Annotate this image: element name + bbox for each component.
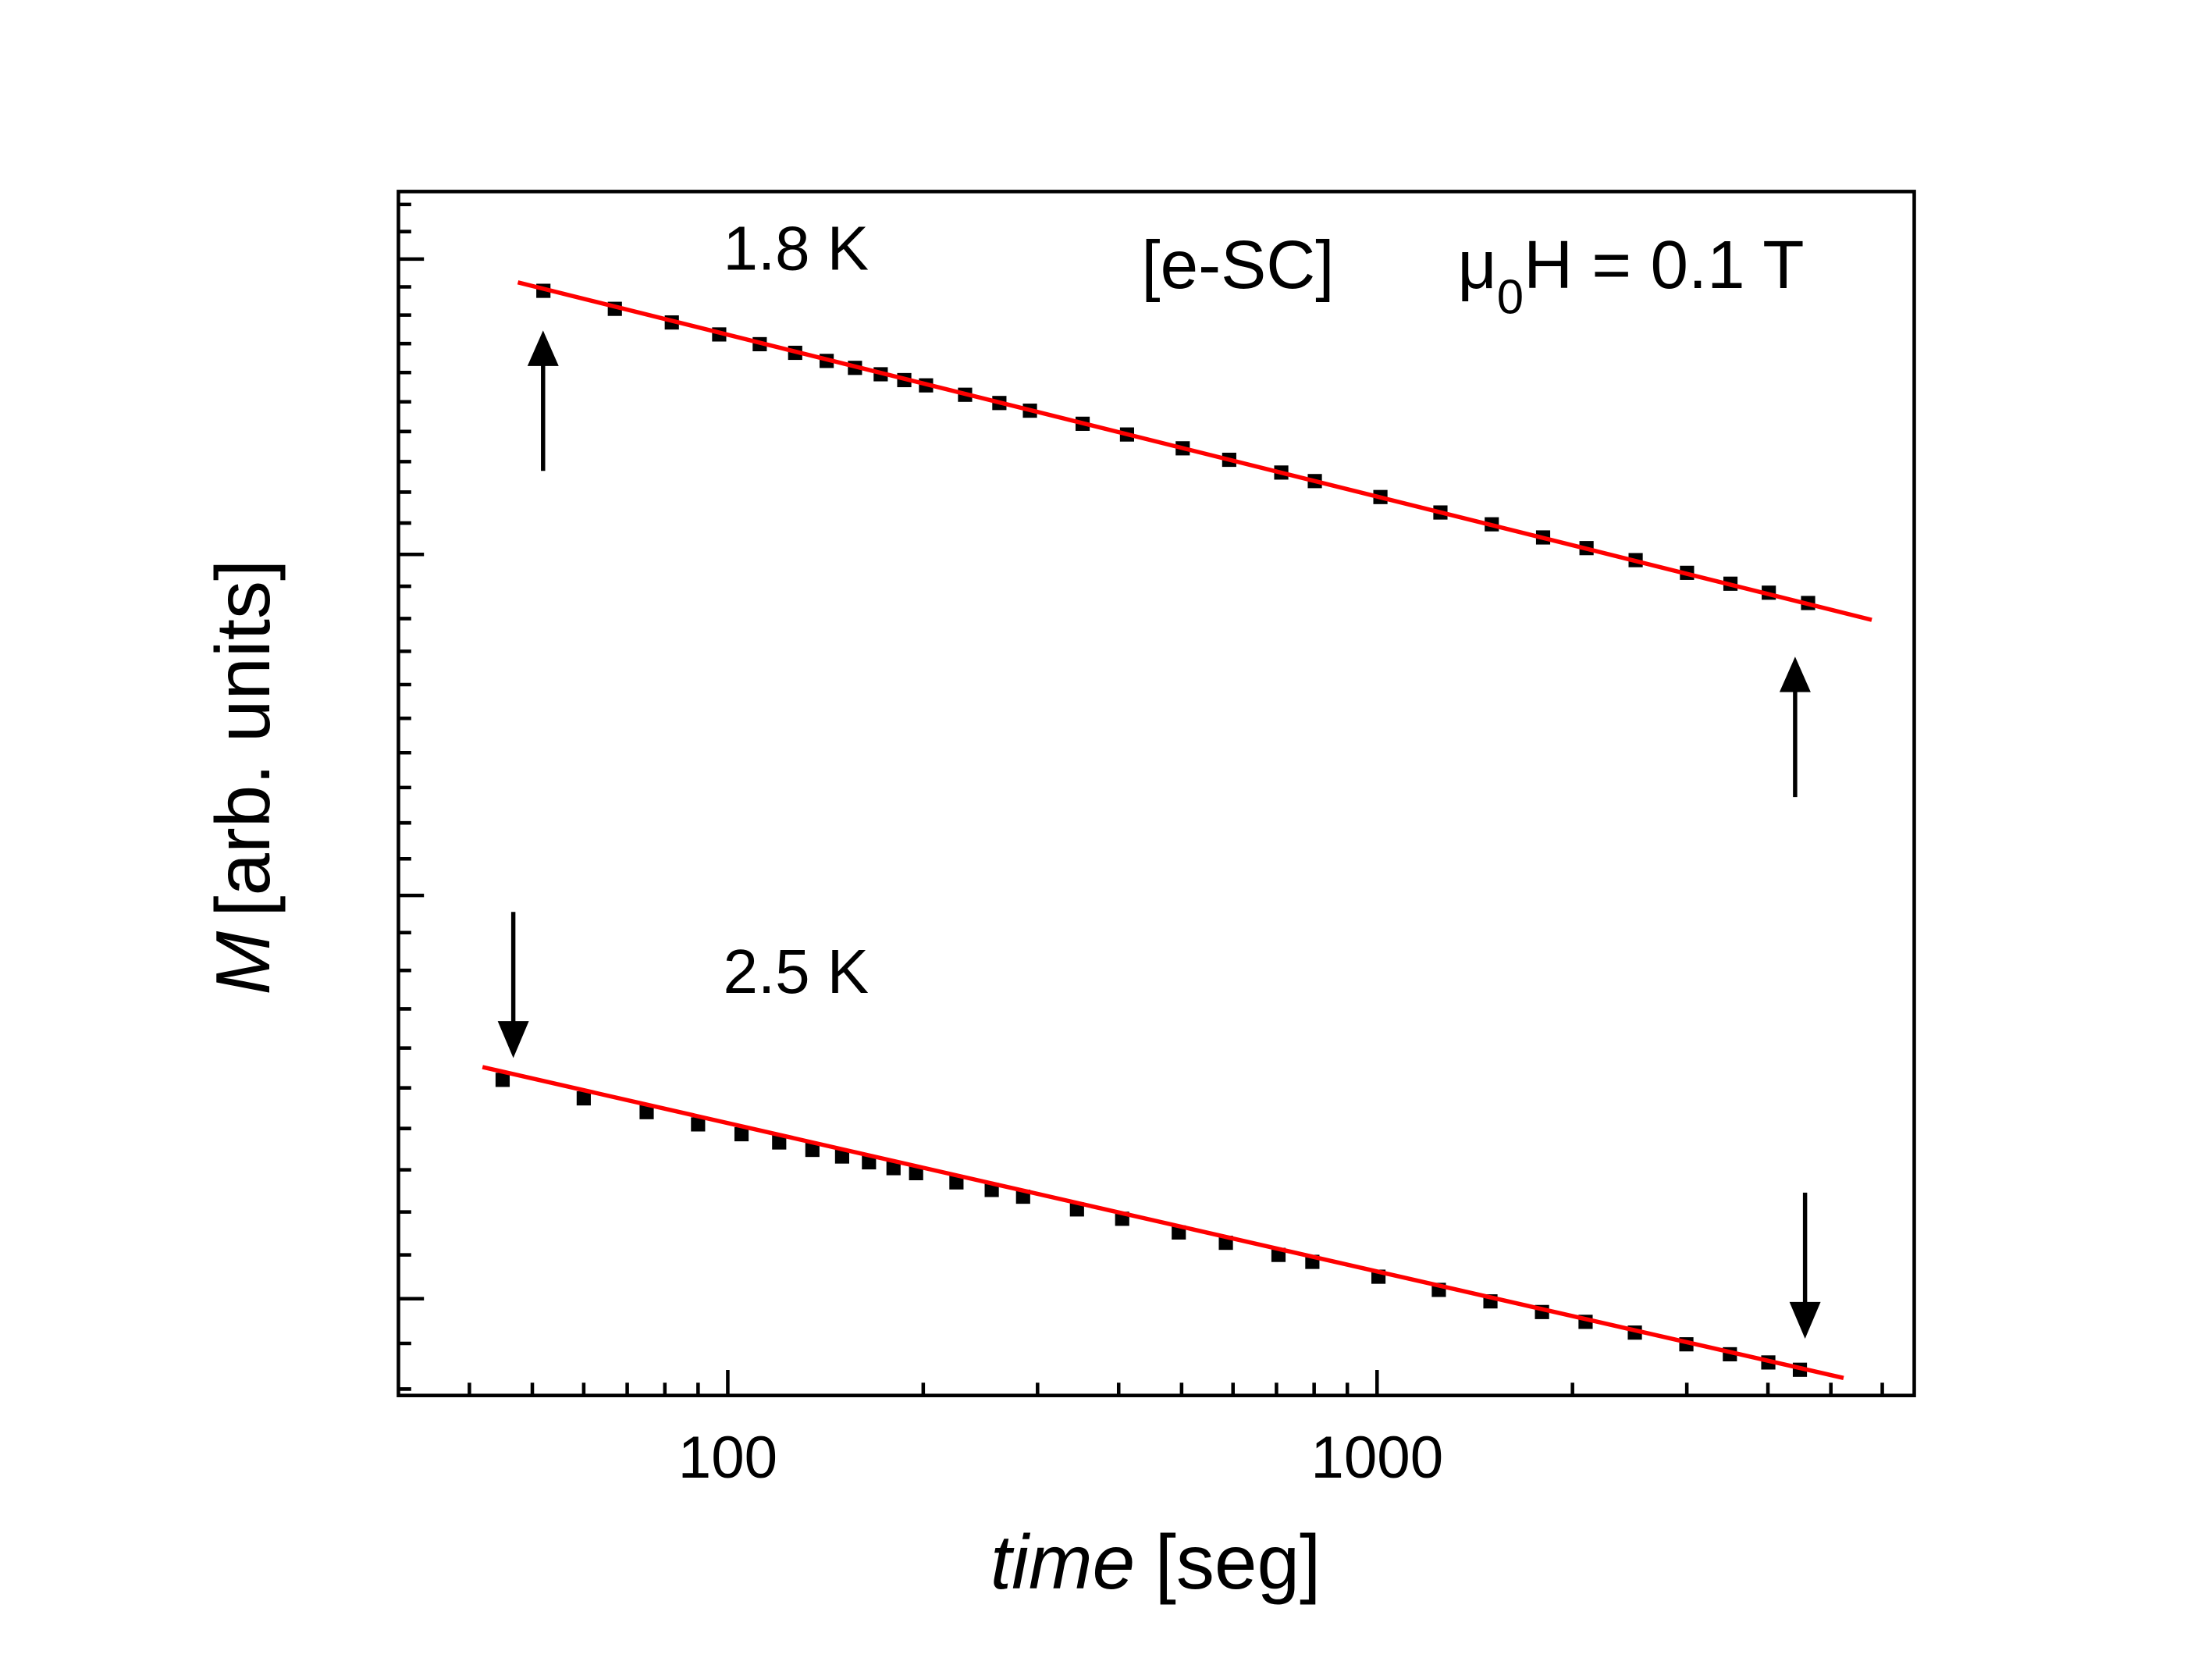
- field-label-subscript: 0: [1497, 271, 1524, 325]
- arrow-head: [1789, 1301, 1821, 1339]
- fit-line: [517, 280, 1872, 622]
- y-axis-label: M [arb. units]: [200, 560, 286, 995]
- data-marks: [482, 280, 1872, 1380]
- x-axis-label-part: time: [990, 1519, 1135, 1605]
- data-point: [495, 1073, 510, 1087]
- annotation: 1.8 K: [723, 213, 869, 283]
- x-tick-label: 100: [678, 1425, 777, 1491]
- data-point: [734, 1126, 749, 1142]
- data-point: [772, 1135, 787, 1150]
- x-axis-label: time [seg]: [990, 1519, 1321, 1605]
- y-axis-label-part: M: [200, 931, 286, 995]
- x-axis-label-part: [seg]: [1155, 1519, 1321, 1605]
- ticks: 100 1000: [398, 202, 1884, 1491]
- field-label: μ0H = 0.1 T: [1458, 227, 1805, 325]
- data-point: [805, 1143, 820, 1158]
- data-point: [576, 1091, 591, 1106]
- data-point: [691, 1117, 706, 1132]
- data-point: [639, 1105, 654, 1119]
- field-label-part: H = 0.1 T: [1524, 227, 1804, 303]
- plot-frame: [397, 190, 1916, 1397]
- data-point: [949, 1175, 964, 1190]
- y-axis-label-part: [arb. units]: [200, 560, 286, 917]
- data-point: [1069, 1202, 1084, 1217]
- arrow-head: [497, 1021, 529, 1058]
- data-point: [909, 1165, 923, 1181]
- data-point: [862, 1154, 877, 1170]
- arrows: [497, 330, 1821, 1339]
- arrow-head: [1779, 656, 1811, 692]
- field-label-part: μ: [1458, 227, 1497, 303]
- data-point: [834, 1149, 849, 1164]
- fit-line: [482, 1065, 1844, 1380]
- annotation: 2.5 K: [723, 937, 869, 1006]
- arrow-head: [527, 330, 559, 366]
- data-point: [984, 1183, 999, 1197]
- data-point: [886, 1161, 901, 1176]
- annotation: [e-SC]: [1141, 227, 1334, 303]
- x-tick-label: 1000: [1310, 1425, 1443, 1491]
